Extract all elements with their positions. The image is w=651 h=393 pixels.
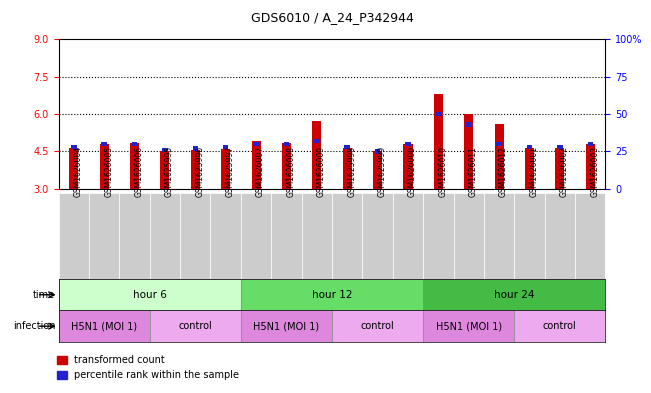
Text: GSM1625998: GSM1625998 xyxy=(347,146,356,197)
Text: GDS6010 / A_24_P342944: GDS6010 / A_24_P342944 xyxy=(251,11,413,24)
Text: GSM1625996: GSM1625996 xyxy=(195,146,204,197)
Text: GSM1625999: GSM1625999 xyxy=(378,146,387,197)
Bar xyxy=(545,193,575,279)
Bar xyxy=(253,141,259,146)
Bar xyxy=(373,151,382,189)
Bar xyxy=(119,193,150,279)
Bar xyxy=(423,279,605,310)
Text: GSM1625995: GSM1625995 xyxy=(165,146,174,197)
Bar xyxy=(464,114,473,189)
Bar xyxy=(314,139,320,143)
Bar xyxy=(454,193,484,279)
Bar xyxy=(150,310,241,342)
Bar xyxy=(342,147,352,189)
Bar xyxy=(241,310,332,342)
Bar xyxy=(193,146,198,151)
Text: GSM1626005: GSM1626005 xyxy=(104,146,113,197)
Bar xyxy=(162,147,168,152)
Bar xyxy=(514,310,605,342)
Bar xyxy=(102,141,107,146)
Bar xyxy=(586,144,595,189)
Bar xyxy=(555,147,564,189)
Bar xyxy=(210,193,241,279)
Text: GSM1626000: GSM1626000 xyxy=(408,146,417,197)
Bar xyxy=(59,193,89,279)
Text: time: time xyxy=(33,290,55,300)
Bar xyxy=(495,124,504,189)
Bar xyxy=(132,141,137,146)
Bar xyxy=(282,143,291,189)
Bar xyxy=(150,193,180,279)
Text: hour 6: hour 6 xyxy=(133,290,167,300)
Text: GSM1626001: GSM1626001 xyxy=(529,146,538,197)
Bar xyxy=(71,145,77,149)
Bar xyxy=(375,149,380,154)
Bar xyxy=(180,193,210,279)
Bar xyxy=(423,193,454,279)
Bar xyxy=(575,193,605,279)
Text: infection: infection xyxy=(13,321,55,331)
Bar xyxy=(59,279,241,310)
Bar xyxy=(89,193,119,279)
Bar xyxy=(312,121,322,189)
Text: GSM1626009: GSM1626009 xyxy=(317,146,326,197)
Bar xyxy=(241,279,423,310)
Bar xyxy=(271,193,301,279)
Text: H5N1 (MOI 1): H5N1 (MOI 1) xyxy=(71,321,137,331)
Text: GSM1626004: GSM1626004 xyxy=(74,146,83,197)
Bar xyxy=(251,141,260,189)
Bar xyxy=(484,193,514,279)
Text: GSM1626002: GSM1626002 xyxy=(560,146,569,197)
Bar xyxy=(393,193,423,279)
Bar xyxy=(434,94,443,189)
Text: control: control xyxy=(543,321,577,331)
Text: H5N1 (MOI 1): H5N1 (MOI 1) xyxy=(436,321,502,331)
Bar xyxy=(130,143,139,189)
Bar xyxy=(557,145,562,149)
Bar xyxy=(241,193,271,279)
Bar xyxy=(191,150,200,189)
Text: GSM1626007: GSM1626007 xyxy=(256,146,265,197)
Bar xyxy=(525,147,534,189)
Bar xyxy=(436,112,441,116)
Text: hour 24: hour 24 xyxy=(494,290,534,300)
Bar xyxy=(527,145,533,149)
Bar xyxy=(363,193,393,279)
Bar xyxy=(284,141,289,146)
Bar xyxy=(301,193,332,279)
Text: control: control xyxy=(178,321,212,331)
Text: GSM1626010: GSM1626010 xyxy=(438,146,447,197)
Bar xyxy=(404,144,413,189)
Bar xyxy=(423,310,514,342)
Bar xyxy=(59,310,150,342)
Bar xyxy=(332,310,423,342)
Bar xyxy=(466,122,471,127)
Bar xyxy=(405,141,411,146)
Bar xyxy=(223,145,229,149)
Bar xyxy=(344,145,350,149)
Bar xyxy=(514,193,545,279)
Text: GSM1626006: GSM1626006 xyxy=(135,146,143,197)
Bar xyxy=(496,141,502,146)
Bar xyxy=(69,147,78,189)
Legend: transformed count, percentile rank within the sample: transformed count, percentile rank withi… xyxy=(57,355,240,380)
Text: control: control xyxy=(361,321,395,331)
Text: GSM1626011: GSM1626011 xyxy=(469,146,478,197)
Text: GSM1626012: GSM1626012 xyxy=(499,146,508,197)
Text: hour 12: hour 12 xyxy=(312,290,352,300)
Text: GSM1625997: GSM1625997 xyxy=(226,146,234,197)
Bar xyxy=(100,144,109,189)
Bar xyxy=(587,141,593,146)
Text: GSM1626003: GSM1626003 xyxy=(590,146,599,197)
Bar xyxy=(160,151,169,189)
Bar xyxy=(221,149,230,189)
Bar xyxy=(332,193,363,279)
Text: H5N1 (MOI 1): H5N1 (MOI 1) xyxy=(253,321,320,331)
Text: GSM1626008: GSM1626008 xyxy=(286,146,296,197)
